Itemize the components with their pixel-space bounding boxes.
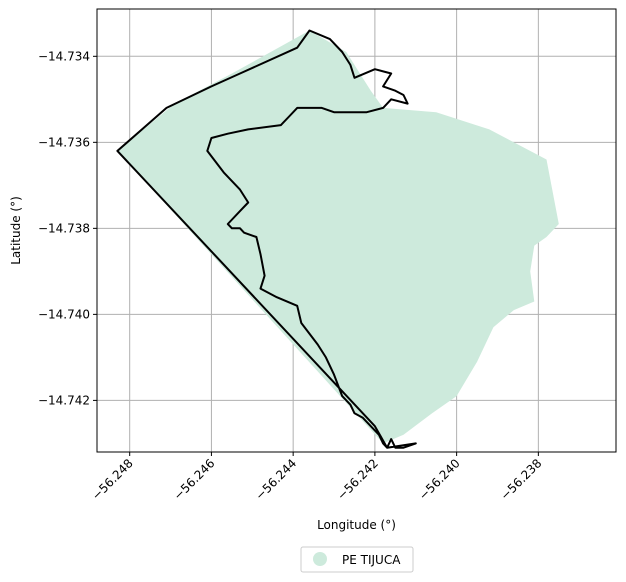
legend-marker-pe-tijuca bbox=[313, 552, 327, 566]
plot-frame bbox=[96, 8, 617, 453]
legend: PE TIJUCA bbox=[300, 546, 414, 573]
x-tick-label-4: −56.240 bbox=[416, 456, 463, 503]
y-axis-ticks: −14.734 −14.736 −14.738 −14.740 −14.742 bbox=[38, 49, 97, 407]
pe-tijuca-boundary bbox=[116, 29, 417, 449]
x-axis-label: Longitude (°) bbox=[317, 518, 396, 532]
y-tick-label-4: −14.742 bbox=[38, 393, 90, 407]
legend-box bbox=[300, 546, 414, 573]
legend-label-pe-tijuca: PE TIJUCA bbox=[342, 553, 401, 567]
x-axis-ticks: −56.248 −56.246 −56.244 −56.242 −56.240 −56.2… bbox=[89, 452, 544, 503]
x-tick-label-5: −56.238 bbox=[498, 456, 545, 503]
x-tick-label-1: −56.246 bbox=[171, 456, 218, 503]
map-boundary-layer bbox=[116, 29, 417, 449]
y-tick-label-3: −14.740 bbox=[38, 307, 90, 321]
y-tick-label-0: −14.734 bbox=[38, 49, 90, 63]
x-tick-label-0: −56.248 bbox=[89, 456, 136, 503]
map-area-layer bbox=[117, 30, 559, 444]
x-tick-label-2: −56.244 bbox=[253, 456, 300, 503]
x-tick-label-3: −56.242 bbox=[334, 456, 381, 503]
y-axis-label: Latitude (°) bbox=[9, 196, 23, 265]
y-tick-label-1: −14.736 bbox=[38, 135, 90, 149]
pe-tijuca-area bbox=[117, 30, 559, 444]
y-tick-label-2: −14.738 bbox=[38, 221, 90, 235]
